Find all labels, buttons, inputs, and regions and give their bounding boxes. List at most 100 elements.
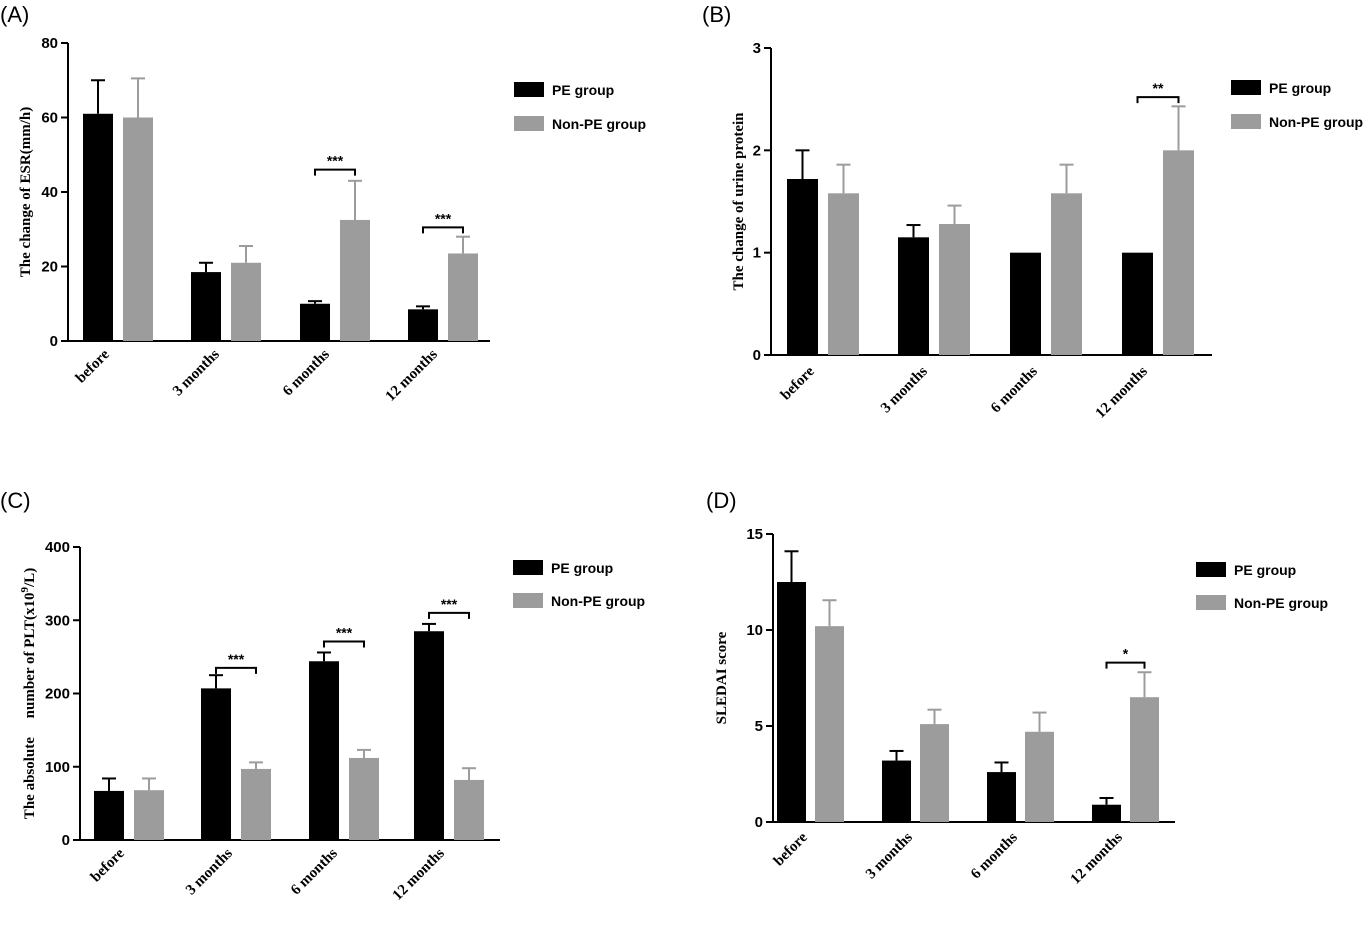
x-tick-label: 6 months xyxy=(280,346,333,399)
x-tick-label: before xyxy=(88,845,128,885)
legend-label: Non-PE group xyxy=(1234,595,1328,611)
x-tick-label: 3 months xyxy=(170,346,223,399)
significance-label: ** xyxy=(1153,80,1164,96)
bar-non-pe-0 xyxy=(123,117,153,341)
x-tick-label: 3 months xyxy=(183,845,236,898)
significance-bracket xyxy=(323,640,365,648)
x-tick-label: before xyxy=(778,363,818,403)
bar-pe-3 xyxy=(1122,252,1153,355)
significance-label: *** xyxy=(435,210,452,226)
significance-bracket xyxy=(422,226,464,234)
bar-non-pe-0 xyxy=(815,626,844,822)
x-tick-label: 6 months xyxy=(988,363,1041,416)
y-tick-label: 2 xyxy=(753,142,761,159)
bar-pe-0 xyxy=(777,582,806,822)
legend-label: PE group xyxy=(1234,562,1296,578)
y-tick-label: 60 xyxy=(41,110,58,127)
x-tick-label: 6 months xyxy=(968,829,1021,882)
bar-pe-2 xyxy=(987,772,1016,822)
legend-label: PE group xyxy=(1269,80,1331,96)
y-tick-label: 0 xyxy=(753,347,761,364)
bar-non-pe-0 xyxy=(134,790,164,840)
bar-pe-1 xyxy=(898,237,929,355)
y-tick-label: 0 xyxy=(62,832,70,849)
bar-pe-1 xyxy=(191,272,221,341)
bar-pe-3 xyxy=(1092,804,1121,822)
bar-non-pe-1 xyxy=(241,768,271,840)
legend-swatch xyxy=(513,560,543,575)
x-tick-label: before xyxy=(771,829,811,869)
x-tick-label: before xyxy=(73,346,113,386)
x-tick-label: 12 months xyxy=(390,845,448,903)
y-tick-label: 15 xyxy=(746,526,763,543)
bar-non-pe-3 xyxy=(454,779,484,840)
x-tick-label: 12 months xyxy=(1068,829,1126,887)
chart-panel-b: (B) 0 1 2 3 The change of urine protein before… xyxy=(702,2,1363,422)
legend-swatch xyxy=(1231,80,1261,95)
legend-label: PE group xyxy=(552,82,614,98)
y-tick-label: 80 xyxy=(41,35,58,52)
bar-pe-0 xyxy=(787,178,818,355)
y-axis-label: The absolute number of PLT(x109/L) xyxy=(19,568,38,819)
x-tick-label: 3 months xyxy=(878,363,931,416)
y-tick-label: 10 xyxy=(746,622,763,639)
y-axis-label: The change of urine protein xyxy=(731,112,747,291)
bar-pe-2 xyxy=(300,303,330,341)
chart-panel-c: (C) 0 100 200 300 400 The absolute number of P… xyxy=(0,488,645,904)
chart-panel-d: (D) 0 5 10 15 SLEDAI score before 3 months 6 mon… xyxy=(706,488,1328,888)
bar-non-pe-1 xyxy=(939,224,970,355)
significance-bracket xyxy=(314,168,356,176)
legend-swatch xyxy=(1231,114,1261,129)
significance-bracket xyxy=(1105,661,1146,669)
significance-label: *** xyxy=(441,596,458,612)
y-tick-label: 20 xyxy=(41,259,58,276)
x-tick-label: 12 months xyxy=(1093,363,1151,421)
significance-label: * xyxy=(1123,646,1129,662)
y-tick-label: 400 xyxy=(45,539,70,556)
bar-pe-0 xyxy=(83,113,113,342)
chart-panel-a: (A) 0 20 40 60 80 The change of ESR(mm/h) befor… xyxy=(0,2,646,405)
x-tick-label: 3 months xyxy=(863,829,916,882)
bar-pe-3 xyxy=(408,309,438,341)
significance-bracket xyxy=(1136,96,1180,104)
bar-non-pe-3 xyxy=(1130,697,1159,822)
y-tick-label: 40 xyxy=(41,184,58,201)
legend-label: Non-PE group xyxy=(552,116,646,132)
y-tick-label: 1 xyxy=(753,245,761,262)
significance-label: *** xyxy=(327,153,344,169)
legend-label: Non-PE group xyxy=(1269,114,1363,130)
legend-swatch xyxy=(514,82,544,97)
y-tick-label: 3 xyxy=(753,40,761,57)
bar-pe-1 xyxy=(882,760,911,822)
legend-swatch xyxy=(1196,595,1226,610)
y-tick-label: 5 xyxy=(755,718,763,735)
bar-pe-2 xyxy=(1010,252,1041,355)
bar-non-pe-2 xyxy=(349,757,379,840)
y-axis-label: SLEDAI score xyxy=(714,631,730,724)
y-tick-label: 0 xyxy=(755,814,763,831)
panel-letter: (C) xyxy=(0,488,31,513)
bar-pe-1 xyxy=(201,688,231,840)
legend-swatch xyxy=(1196,562,1226,577)
bar-non-pe-2 xyxy=(340,219,370,341)
y-tick-label: 300 xyxy=(45,612,70,629)
bar-pe-2 xyxy=(309,661,339,840)
panel-letter: (D) xyxy=(706,488,737,513)
x-tick-label: 12 months xyxy=(383,346,441,404)
bar-pe-3 xyxy=(414,631,444,840)
bar-non-pe-1 xyxy=(920,724,949,822)
bar-non-pe-3 xyxy=(1163,150,1194,355)
significance-label: *** xyxy=(336,624,353,640)
significance-label: *** xyxy=(228,651,245,667)
significance-bracket xyxy=(215,666,257,674)
significance-bracket xyxy=(428,611,470,619)
bar-non-pe-1 xyxy=(231,262,261,341)
legend-swatch xyxy=(513,593,543,608)
legend-label: Non-PE group xyxy=(551,593,645,609)
bar-non-pe-0 xyxy=(828,193,859,355)
bar-pe-0 xyxy=(94,790,124,840)
legend-swatch xyxy=(514,116,544,131)
panel-letter: (B) xyxy=(702,2,731,27)
panel-letter: (A) xyxy=(0,2,29,27)
